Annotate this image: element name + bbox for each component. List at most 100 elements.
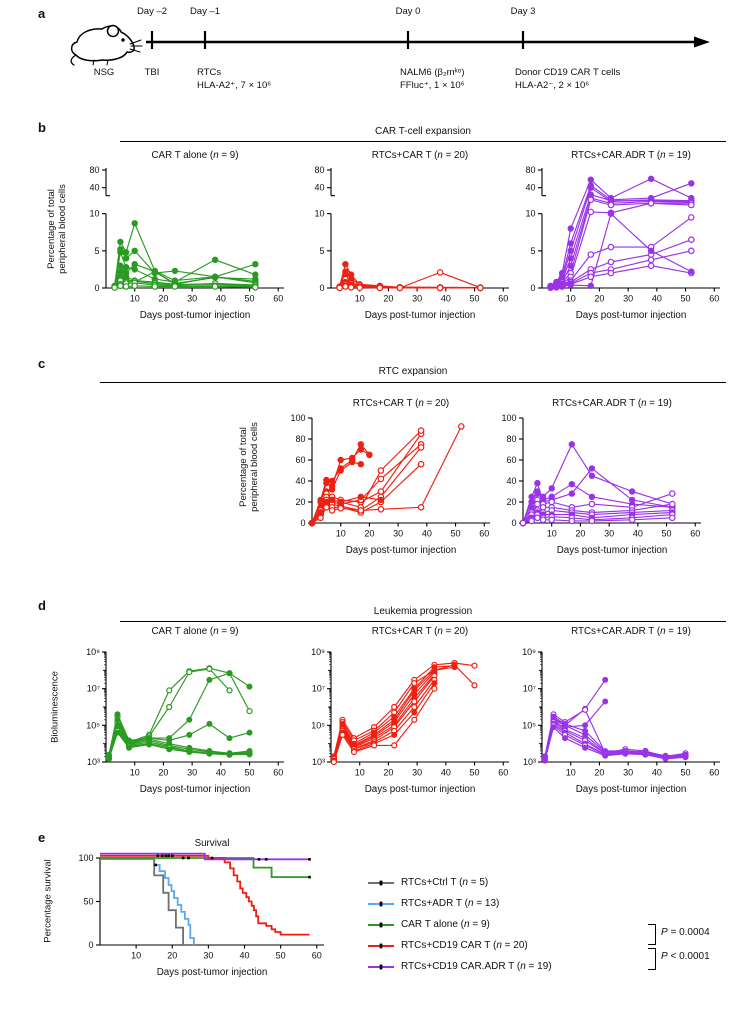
data-point <box>186 668 193 676</box>
data-point <box>252 284 259 291</box>
subplot-title: RTCs+CAR T (n = 20) <box>372 150 468 161</box>
chart-rtcs-car-adr-t-rtc-expansion: RTCs+CAR.ADR T (n = 19) 10 20 30 40 50 60 0 20 40… <box>501 398 701 556</box>
chart-rtcs-car-t-leukemia: RTCs+CAR T (n = 20) 10 20 30 40 50 60 10³ 10⁵ 10⁷… <box>311 626 509 795</box>
svg-text:60: 60 <box>295 455 305 465</box>
svg-text:30: 30 <box>412 294 422 304</box>
chart-rtcs-car-adr-t-leukemia: RTCs+CAR.ADR T (n = 19)10 20 30 40 50 6010³10… <box>522 626 720 795</box>
legend-item-rtcs-cd19-car-adr-t: RTCs+CD19 CAR.ADR T (n = 19) <box>368 956 552 977</box>
data-point <box>206 665 213 673</box>
censor-mark <box>170 854 174 858</box>
subplot-title: CAR T alone (n = 9) <box>151 626 238 637</box>
data-point <box>458 423 465 430</box>
data-point <box>588 500 596 508</box>
data-point <box>588 517 596 525</box>
data-point <box>568 490 576 497</box>
data-point <box>528 498 535 506</box>
data-point <box>417 504 425 511</box>
data-point <box>471 662 478 669</box>
svg-text:30: 30 <box>604 529 614 539</box>
data-point <box>688 236 695 244</box>
legend-label: RTCs+CD19 CAR.ADR T (n = 19) <box>401 961 552 972</box>
panel-d-title: Leukemia progression <box>373 606 473 617</box>
data-point <box>391 703 398 711</box>
data-point <box>477 284 484 292</box>
data-point <box>328 486 336 493</box>
data-point <box>587 184 595 191</box>
data-point <box>226 670 233 677</box>
subplot-title: RTCs+CAR T (n = 20) <box>353 398 449 409</box>
data-point <box>417 444 425 451</box>
data-point <box>330 758 338 766</box>
legend-label: RTCs+ADR T (n = 13) <box>401 898 500 909</box>
legend-line-marker-purple <box>368 962 394 972</box>
panel-b-title-rule <box>120 141 726 143</box>
subplot-title: RTCs+CAR.ADR T (n = 19) <box>571 626 691 637</box>
series <box>541 676 689 764</box>
censor-mark <box>167 854 170 858</box>
censor-mark <box>181 856 185 860</box>
data-point <box>587 196 595 204</box>
svg-text:50: 50 <box>245 294 255 304</box>
svg-text:20: 20 <box>158 294 168 304</box>
panel-c-y-axis-label-line2: peripheral blood cells <box>249 422 260 512</box>
data-point <box>567 255 574 262</box>
data-point <box>647 256 655 264</box>
svg-text:10⁵: 10⁵ <box>522 720 536 730</box>
data-point <box>337 505 345 512</box>
svg-text:80: 80 <box>89 165 99 175</box>
data-point <box>186 716 193 723</box>
data-point <box>534 490 541 497</box>
legend-line-marker-gray <box>368 878 394 888</box>
data-point <box>337 498 344 506</box>
data-point <box>357 461 365 468</box>
svg-text:30: 30 <box>623 768 633 778</box>
data-point <box>682 754 689 761</box>
data-point <box>122 283 130 290</box>
axes: 10 20 30 40 50 60 0 20 40 60 80 100 <box>290 413 490 539</box>
data-point <box>587 208 595 216</box>
svg-text:50: 50 <box>470 768 480 778</box>
data-point <box>114 716 121 723</box>
data-point <box>211 273 219 281</box>
censor-mark <box>257 858 261 861</box>
data-point <box>548 493 555 501</box>
data-point <box>669 490 676 497</box>
svg-text:50: 50 <box>83 897 93 907</box>
svg-text:30: 30 <box>412 768 422 778</box>
data-point <box>411 679 418 687</box>
svg-text:100: 100 <box>78 853 93 863</box>
data-point <box>117 268 124 275</box>
svg-text:30: 30 <box>623 294 633 304</box>
svg-text:40: 40 <box>652 768 662 778</box>
data-point <box>356 284 364 291</box>
svg-text:10: 10 <box>355 294 365 304</box>
data-point <box>328 507 336 514</box>
svg-text:40: 40 <box>240 951 250 961</box>
series <box>308 423 465 527</box>
data-point <box>252 261 259 268</box>
svg-text:40: 40 <box>216 294 226 304</box>
panel-c-y-axis-label-line1: Percentage of total <box>237 427 249 507</box>
data-point <box>553 284 560 291</box>
svg-text:50: 50 <box>681 294 691 304</box>
data-point <box>688 268 695 275</box>
data-point <box>377 475 385 483</box>
data-point <box>607 269 615 277</box>
svg-text:40: 40 <box>525 183 535 193</box>
data-point <box>550 724 557 731</box>
svg-text:0: 0 <box>530 283 535 293</box>
data-point <box>391 731 398 738</box>
data-point <box>587 273 595 281</box>
chart-car-t-alone-leukemia: CAR T alone (n = 9) 10 20 30 40 50 60 10³ 10⁵ 10⁷… <box>86 626 284 795</box>
data-point <box>117 238 124 246</box>
legend-item-rtcs-adr-t: RTCs+ADR T (n = 13) <box>368 893 552 914</box>
panel-c-y-axis-label: Percentage of total peripheral blood cel… <box>238 422 260 512</box>
timeline-event-nalm6-line1: NALM6 (β₂mᵏᵒ) <box>400 67 465 78</box>
panel-c-title: RTC expansion <box>378 366 448 377</box>
data-point <box>431 680 438 687</box>
data-point <box>602 676 609 683</box>
data-point <box>122 249 130 256</box>
svg-text:50: 50 <box>451 529 461 539</box>
censor-mark <box>308 858 311 861</box>
svg-text:10: 10 <box>355 768 365 778</box>
